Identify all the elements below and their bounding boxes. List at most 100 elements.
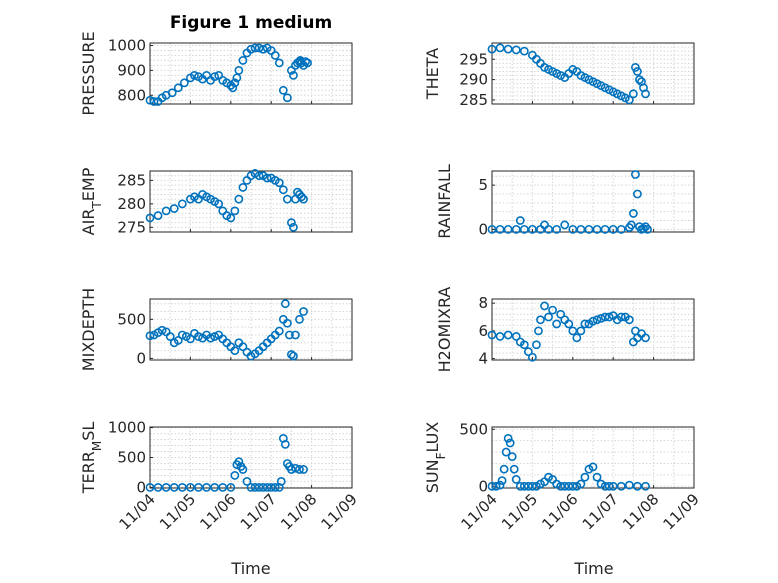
data-point [568, 481, 578, 491]
data-point [299, 194, 308, 204]
data-point [218, 483, 228, 492]
x-tick-label: 11/05 [156, 490, 199, 533]
y-tick-label: 8 [478, 294, 488, 312]
data-point [523, 481, 533, 491]
data-point [282, 93, 292, 103]
x-tick-label: 11/08 [277, 490, 320, 533]
data-point [528, 352, 537, 362]
y-tick-label: 500 [459, 420, 488, 438]
data-point [487, 481, 497, 491]
data-point [206, 333, 215, 343]
data-point [153, 483, 163, 492]
data-point [258, 483, 268, 492]
data-point [228, 83, 238, 93]
data-point [584, 224, 594, 234]
data-point [165, 332, 175, 341]
axes-frame [149, 42, 353, 105]
y-axis-label: RAINFALL [435, 164, 454, 239]
data-point [495, 480, 505, 490]
data-point [291, 463, 300, 473]
data-point [149, 97, 159, 106]
data-point [629, 89, 638, 99]
data-point [626, 220, 636, 230]
data-point [631, 170, 640, 179]
data-point [218, 206, 228, 216]
data-point [230, 471, 240, 480]
y-axis-label: AIRTEMP [79, 167, 104, 235]
data-point [503, 44, 513, 54]
data-point [519, 481, 529, 491]
data-point [511, 224, 521, 234]
data-point [289, 351, 298, 361]
data-point [635, 75, 644, 84]
data-point [280, 439, 290, 449]
data-point [588, 462, 598, 472]
data-point [487, 330, 497, 340]
data-point [515, 481, 525, 491]
y-axis-label: H2OMIXRA [435, 287, 454, 373]
data-point [274, 178, 284, 188]
data-point [299, 465, 308, 474]
data-point [568, 326, 578, 336]
data-point [286, 350, 296, 359]
subplot-h2omixra: 4 6 8 H2OMIXRA [435, 287, 695, 373]
y-tick-label: 1000 [108, 419, 146, 437]
data-point [592, 472, 602, 482]
data-point [505, 438, 515, 448]
data-point [528, 481, 537, 491]
data-point [608, 224, 618, 234]
y-axis-label: THETA [423, 48, 442, 100]
data-point [624, 315, 634, 325]
data-point [297, 192, 306, 202]
y-tick-label: 800 [117, 86, 146, 104]
y-tick-label: 285 [117, 171, 146, 189]
y-tick-label: 280 [117, 195, 146, 213]
data-point [616, 312, 626, 322]
x-tick-label: 11/04 [116, 490, 159, 533]
data-point [534, 326, 543, 336]
data-point [250, 43, 260, 53]
data-point [568, 224, 578, 234]
data-point [596, 314, 606, 323]
data-point [280, 299, 290, 309]
x-tick-label: 11/05 [498, 490, 541, 533]
data-point [278, 185, 288, 195]
data-point [536, 315, 545, 325]
data-point [274, 326, 284, 336]
data-point [270, 51, 280, 60]
data-point [185, 334, 195, 344]
data-point [230, 78, 240, 88]
data-point [604, 481, 614, 491]
data-point [633, 481, 642, 491]
data-point [161, 483, 171, 492]
data-point [600, 481, 610, 491]
data-point [230, 346, 240, 356]
data-point [507, 452, 517, 462]
x-tick-label: 11/07 [237, 490, 280, 533]
y-tick-label: 4 [478, 350, 488, 368]
data-point [519, 224, 529, 234]
figure-title: Figure 1 medium [170, 13, 332, 33]
data-point [608, 481, 618, 491]
data-point [270, 483, 280, 492]
y-tick-label: 500 [117, 449, 146, 467]
data-point [548, 305, 557, 315]
data-point [532, 340, 541, 350]
data-point [544, 224, 553, 234]
y-tick-label: 6 [478, 322, 488, 340]
data-point [282, 318, 292, 328]
x-tick-label: 11/04 [458, 490, 501, 533]
x-tick-label: 11/09 [318, 490, 361, 533]
y-tick-label: 285 [459, 91, 488, 109]
data-point [588, 316, 598, 326]
data-point [624, 95, 634, 105]
data-point [214, 199, 224, 209]
data-point [641, 481, 650, 491]
data-point [295, 314, 304, 324]
y-tick-label: 900 [117, 61, 146, 79]
data-point [604, 312, 614, 322]
data-point [616, 481, 626, 491]
y-axis-label: TERRMSL [79, 422, 104, 495]
